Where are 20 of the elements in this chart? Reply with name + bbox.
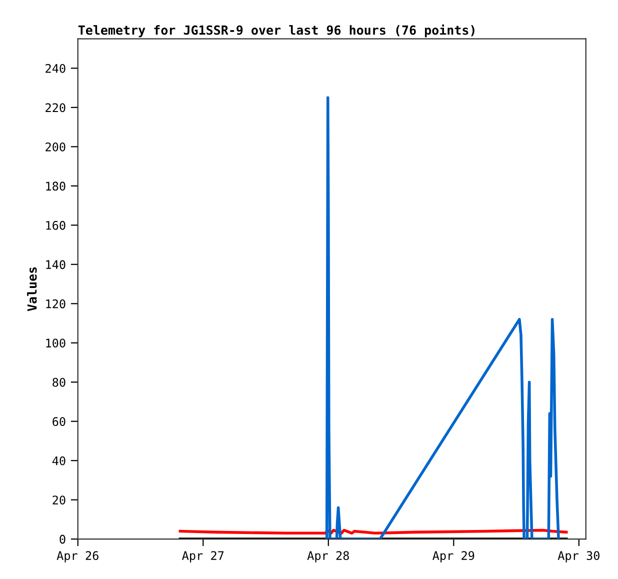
y-tick-label: 220 <box>46 103 66 112</box>
y-tick-label: 120 <box>46 299 66 308</box>
x-tick-label: Apr 27 <box>182 551 224 562</box>
y-tick-label: 0 <box>60 534 66 544</box>
chart-title: Telemetry for JG1SSR-9 over last 96 hours (76 points) <box>78 24 474 38</box>
y-axis-title: Values <box>27 267 37 312</box>
y-tick-label: 60 <box>52 417 66 426</box>
y-tick-label: 40 <box>52 456 66 466</box>
x-tick-label: Apr 28 <box>307 551 349 562</box>
y-tick-label: 140 <box>46 260 66 270</box>
y-tick-label: 20 <box>52 496 66 504</box>
y-tick-label: 200 <box>46 142 66 152</box>
y-tick-label: 240 <box>46 64 66 73</box>
x-tick-label: Apr 30 <box>558 551 600 562</box>
y-tick-label: 100 <box>46 338 66 348</box>
x-tick-label: Apr 26 <box>56 551 98 562</box>
y-tick-label: 180 <box>46 182 66 191</box>
y-tick-label: 160 <box>46 220 66 230</box>
x-tick-label: Apr 29 <box>432 551 474 562</box>
y-tick-label: 80 <box>52 378 66 387</box>
